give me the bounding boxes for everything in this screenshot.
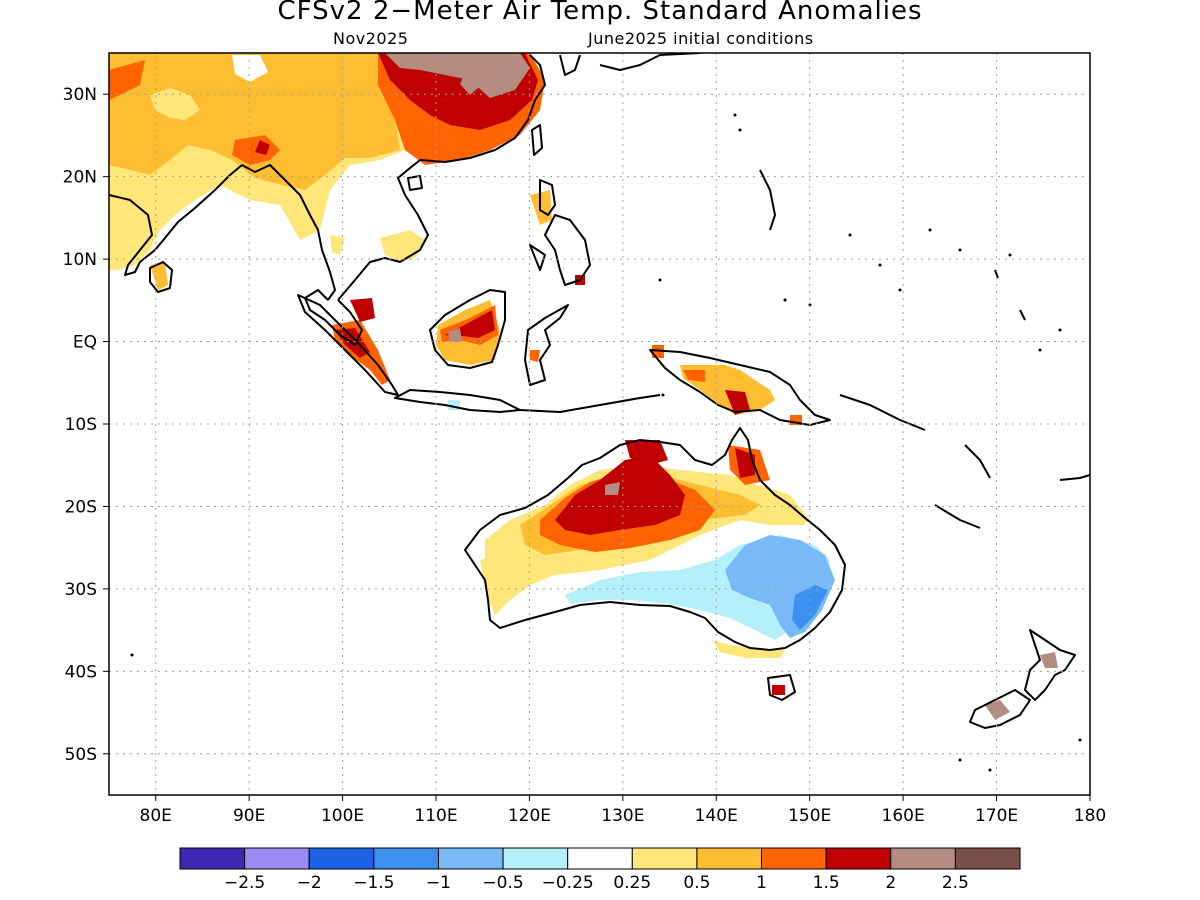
colorbar-label: 1.5 [813,873,840,893]
y-tick-label: 20N [63,168,97,188]
x-tick-label: 110E [414,806,457,826]
colorbar-swatch [825,847,892,870]
colorbar-swatch [308,847,375,870]
anomaly-field [109,53,1058,720]
x-tick-label: 80E [140,806,172,826]
x-axis: 80E 90E 100E 110E 120E 130E 140E 150E 160E 170E 18… [140,795,1106,826]
colorbar-label: 2 [885,873,896,893]
initial-conditions: June2025 initial conditions [588,29,814,48]
y-axis: 30N 20N 10N EQ 10S 20S 30S 40S 50S [63,85,109,765]
colorbar-swatch [761,847,827,870]
gridlines [109,53,1090,795]
y-tick-label: 30S [65,580,97,600]
y-tick-label: 20S [65,497,97,517]
colorbar-swatch [179,847,246,870]
maritime-anomalies [332,298,802,425]
y-tick-label: 10S [65,415,97,435]
colorbar-swatch [502,847,569,870]
x-tick-label: 90E [233,806,265,826]
new-zealand-anomalies [985,652,1058,720]
colorbar-label: −0.25 [542,873,594,893]
colorbar-label: 2.5 [942,873,969,893]
y-tick-label: 50S [65,745,97,765]
colorbar-label: 0.5 [683,873,710,893]
colorbar-swatch [373,847,439,870]
x-tick-label: 160E [882,806,925,826]
x-tick-label: 180 [1074,806,1106,826]
colorbar-label: 0.25 [613,873,651,893]
colorbar-swatch [244,847,310,870]
x-tick-label: 100E [321,806,364,826]
colorbar-label: −1 [426,873,451,893]
forecast-month: Nov2025 [333,29,409,48]
colorbar-swatch [567,847,633,870]
colorbar: −2.5 −2 −1.5 −1 −0.5 −0.25 0.25 0.5 1 1.5 2 2.5 [179,847,1021,893]
y-tick-label: 10N [63,250,97,270]
y-tick-label: 40S [65,662,97,682]
x-tick-label: 130E [601,806,644,826]
colorbar-swatch [696,847,763,870]
coastlines [109,53,1090,729]
x-tick-label: 150E [788,806,831,826]
map-title: CFSv2 2−Meter Air Temp. Standard Anomali… [277,0,923,26]
colorbar-label: −2 [297,873,322,893]
colorbar-label: −1.5 [353,873,394,893]
colorbar-label: −0.5 [482,873,523,893]
colorbar-label: 1 [756,873,767,893]
colorbar-swatch [437,847,504,870]
x-tick-label: 140E [695,806,738,826]
colorbar-label: −2.5 [224,873,265,893]
colorbar-swatch [954,847,1021,870]
asia-anomalies [109,53,585,290]
x-tick-label: 120E [508,806,551,826]
x-tick-label: 170E [975,806,1018,826]
colorbar-swatch [631,847,698,870]
y-tick-label: EQ [73,333,97,353]
island-dots [130,113,1082,772]
y-tick-label: 30N [63,85,97,105]
australia-anomalies [480,440,845,695]
colorbar-swatch [890,847,956,870]
